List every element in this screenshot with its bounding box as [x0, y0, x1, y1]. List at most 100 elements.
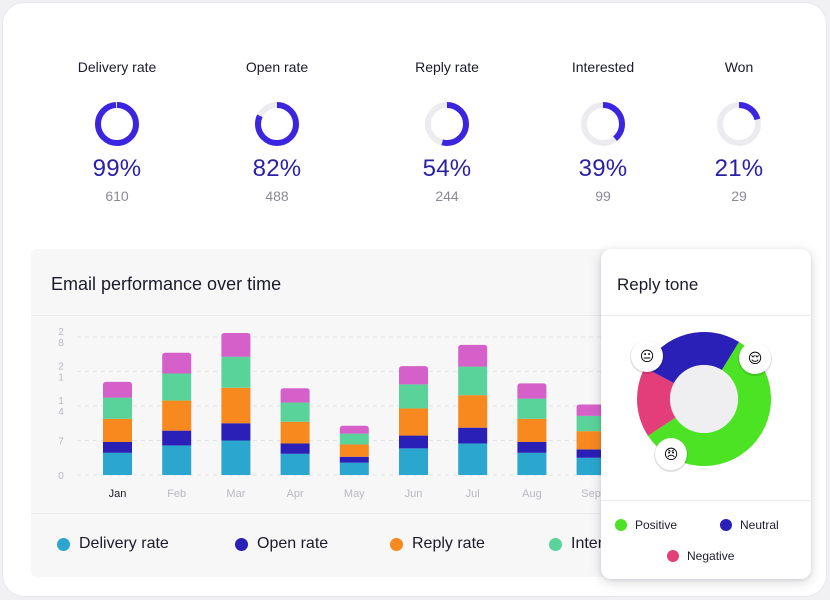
kpi-progress-ring [717, 102, 761, 146]
bar-stack-jan[interactable] [103, 381, 132, 475]
card-title: Email performance over time [51, 274, 282, 294]
kpi-interested[interactable]: Interested 39% 99 [533, 59, 673, 204]
legend-dot [390, 537, 403, 551]
bar-segment-won [221, 333, 251, 357]
kpi-progress-ring [425, 102, 469, 146]
divider [601, 500, 811, 501]
legend-label: Open rate [257, 535, 329, 552]
bar-segment-reply-rate [399, 408, 428, 436]
donut-slice-negative[interactable] [637, 367, 676, 436]
bar-segment-reply-rate [339, 444, 369, 457]
kpi-open-rate[interactable]: Open rate 82% 488 [207, 59, 347, 204]
neutral-emoji-icon: 😐 [640, 349, 655, 365]
kpi-row: Delivery rate 99% 610 Open rate 82% 488 … [3, 3, 826, 233]
email-performance-card: Email performance over time 0 7 1 4 2 1 2 8 Jan F… [31, 249, 651, 577]
donut-slice-neutral[interactable] [644, 332, 740, 384]
legend-dot [549, 537, 562, 551]
x-tick-label[interactable]: Feb [167, 488, 186, 500]
tone-legend-neutral[interactable]: Neutral [720, 518, 779, 532]
kpi-progress-ring [581, 102, 625, 146]
y-tick-label-line: 2 [58, 362, 64, 373]
bar-segment-open-rate [399, 435, 428, 449]
neutral-emoji-badge: 😐 [630, 340, 664, 374]
ring-progress [95, 102, 139, 146]
kpi-count: 244 [435, 188, 459, 204]
reply-tone-donut-chart: 😐 😌 😠 [630, 332, 772, 472]
kpi-percent: 21% [714, 155, 764, 182]
bar-stack-may[interactable] [339, 425, 369, 475]
bar-stack-jun[interactable] [399, 366, 428, 475]
bar-segment-open-rate [458, 427, 488, 444]
x-tick-label[interactable]: Aug [522, 488, 542, 500]
donut-slice-positive[interactable] [647, 341, 771, 466]
x-tick-label[interactable]: Jun [405, 488, 423, 500]
legend-item-reply-rate[interactable]: Reply rate [390, 535, 485, 553]
y-tick-label-line: 2 [58, 327, 64, 338]
kpi-label: Won [724, 59, 754, 75]
y-tick-label-line: 1 [58, 373, 64, 384]
ring-progress [581, 102, 625, 146]
x-tick-label[interactable]: Apr [287, 488, 304, 500]
bar-segment-interested [162, 373, 192, 401]
bar-segment-delivery-rate [399, 448, 428, 475]
bar-segment-interested [103, 397, 132, 419]
legend-dot [615, 519, 627, 531]
bar-segment-won [399, 366, 428, 385]
bar-stack-mar[interactable] [221, 333, 251, 475]
kpi-progress-ring [95, 102, 139, 146]
kpi-progress-ring [255, 102, 299, 146]
y-tick-label-line: 1 [58, 396, 64, 407]
y-tick-label-line: 8 [58, 338, 64, 349]
legend-item-open-rate[interactable]: Open rate [235, 535, 328, 553]
y-tick-label-line: 4 [58, 407, 64, 418]
x-tick-label[interactable]: Jul [466, 488, 480, 500]
tone-legend-negative[interactable]: Negative [667, 549, 734, 563]
bar-segment-delivery-rate [103, 452, 132, 475]
positive-emoji-icon: 😌 [748, 351, 763, 367]
divider [31, 315, 651, 316]
kpi-won[interactable]: Won 21% 29 [669, 59, 809, 204]
badge-circle [739, 342, 771, 374]
bar-segment-reply-rate [221, 387, 251, 424]
kpi-label: Open rate [245, 59, 309, 75]
bar-stack-aug[interactable] [517, 383, 547, 475]
legend-item-delivery-rate[interactable]: Delivery rate [57, 535, 169, 553]
bar-segment-won [458, 344, 488, 367]
bar-stack-apr[interactable] [280, 388, 310, 475]
bar-stack-sep[interactable] [576, 404, 606, 475]
divider [31, 513, 651, 514]
bar-segment-reply-rate [103, 418, 132, 442]
ring-progress [425, 102, 469, 146]
kpi-label: Interested [571, 59, 635, 75]
kpi-count: 99 [595, 188, 611, 204]
x-tick-label[interactable]: May [344, 488, 365, 500]
bar-segment-delivery-rate [576, 457, 606, 475]
x-tick-label[interactable]: Jan [109, 488, 127, 500]
bar-segment-delivery-rate [280, 453, 310, 475]
tone-legend-positive[interactable]: Positive [615, 518, 677, 532]
bar-segment-interested [458, 366, 488, 396]
x-tick-label[interactable]: Mar [226, 488, 245, 500]
bar-segment-won [517, 383, 547, 399]
bar-segment-interested [339, 433, 369, 445]
kpi-reply-rate[interactable]: Reply rate 54% 244 [377, 59, 517, 204]
bar-stack-jul[interactable] [458, 344, 488, 475]
bar-segment-open-rate [162, 430, 192, 446]
y-tick-label-line: 0 [58, 471, 64, 482]
kpi-label: Reply rate [415, 59, 479, 75]
positive-emoji-badge: 😌 [738, 342, 772, 376]
donut-hole [670, 365, 738, 433]
bar-segment-delivery-rate [162, 445, 192, 475]
bar-segment-reply-rate [576, 431, 606, 450]
kpi-percent: 39% [578, 155, 628, 182]
reply-tone-card: Reply tone 😐 😌 😠 Positive Neutral Negative [601, 249, 811, 579]
bar-segment-interested [280, 402, 310, 422]
x-tick-label[interactable]: Sep [581, 488, 601, 500]
bar-stack-feb[interactable] [162, 352, 192, 475]
kpi-delivery-rate[interactable]: Delivery rate 99% 610 [47, 59, 187, 204]
bar-segment-won [103, 381, 132, 398]
